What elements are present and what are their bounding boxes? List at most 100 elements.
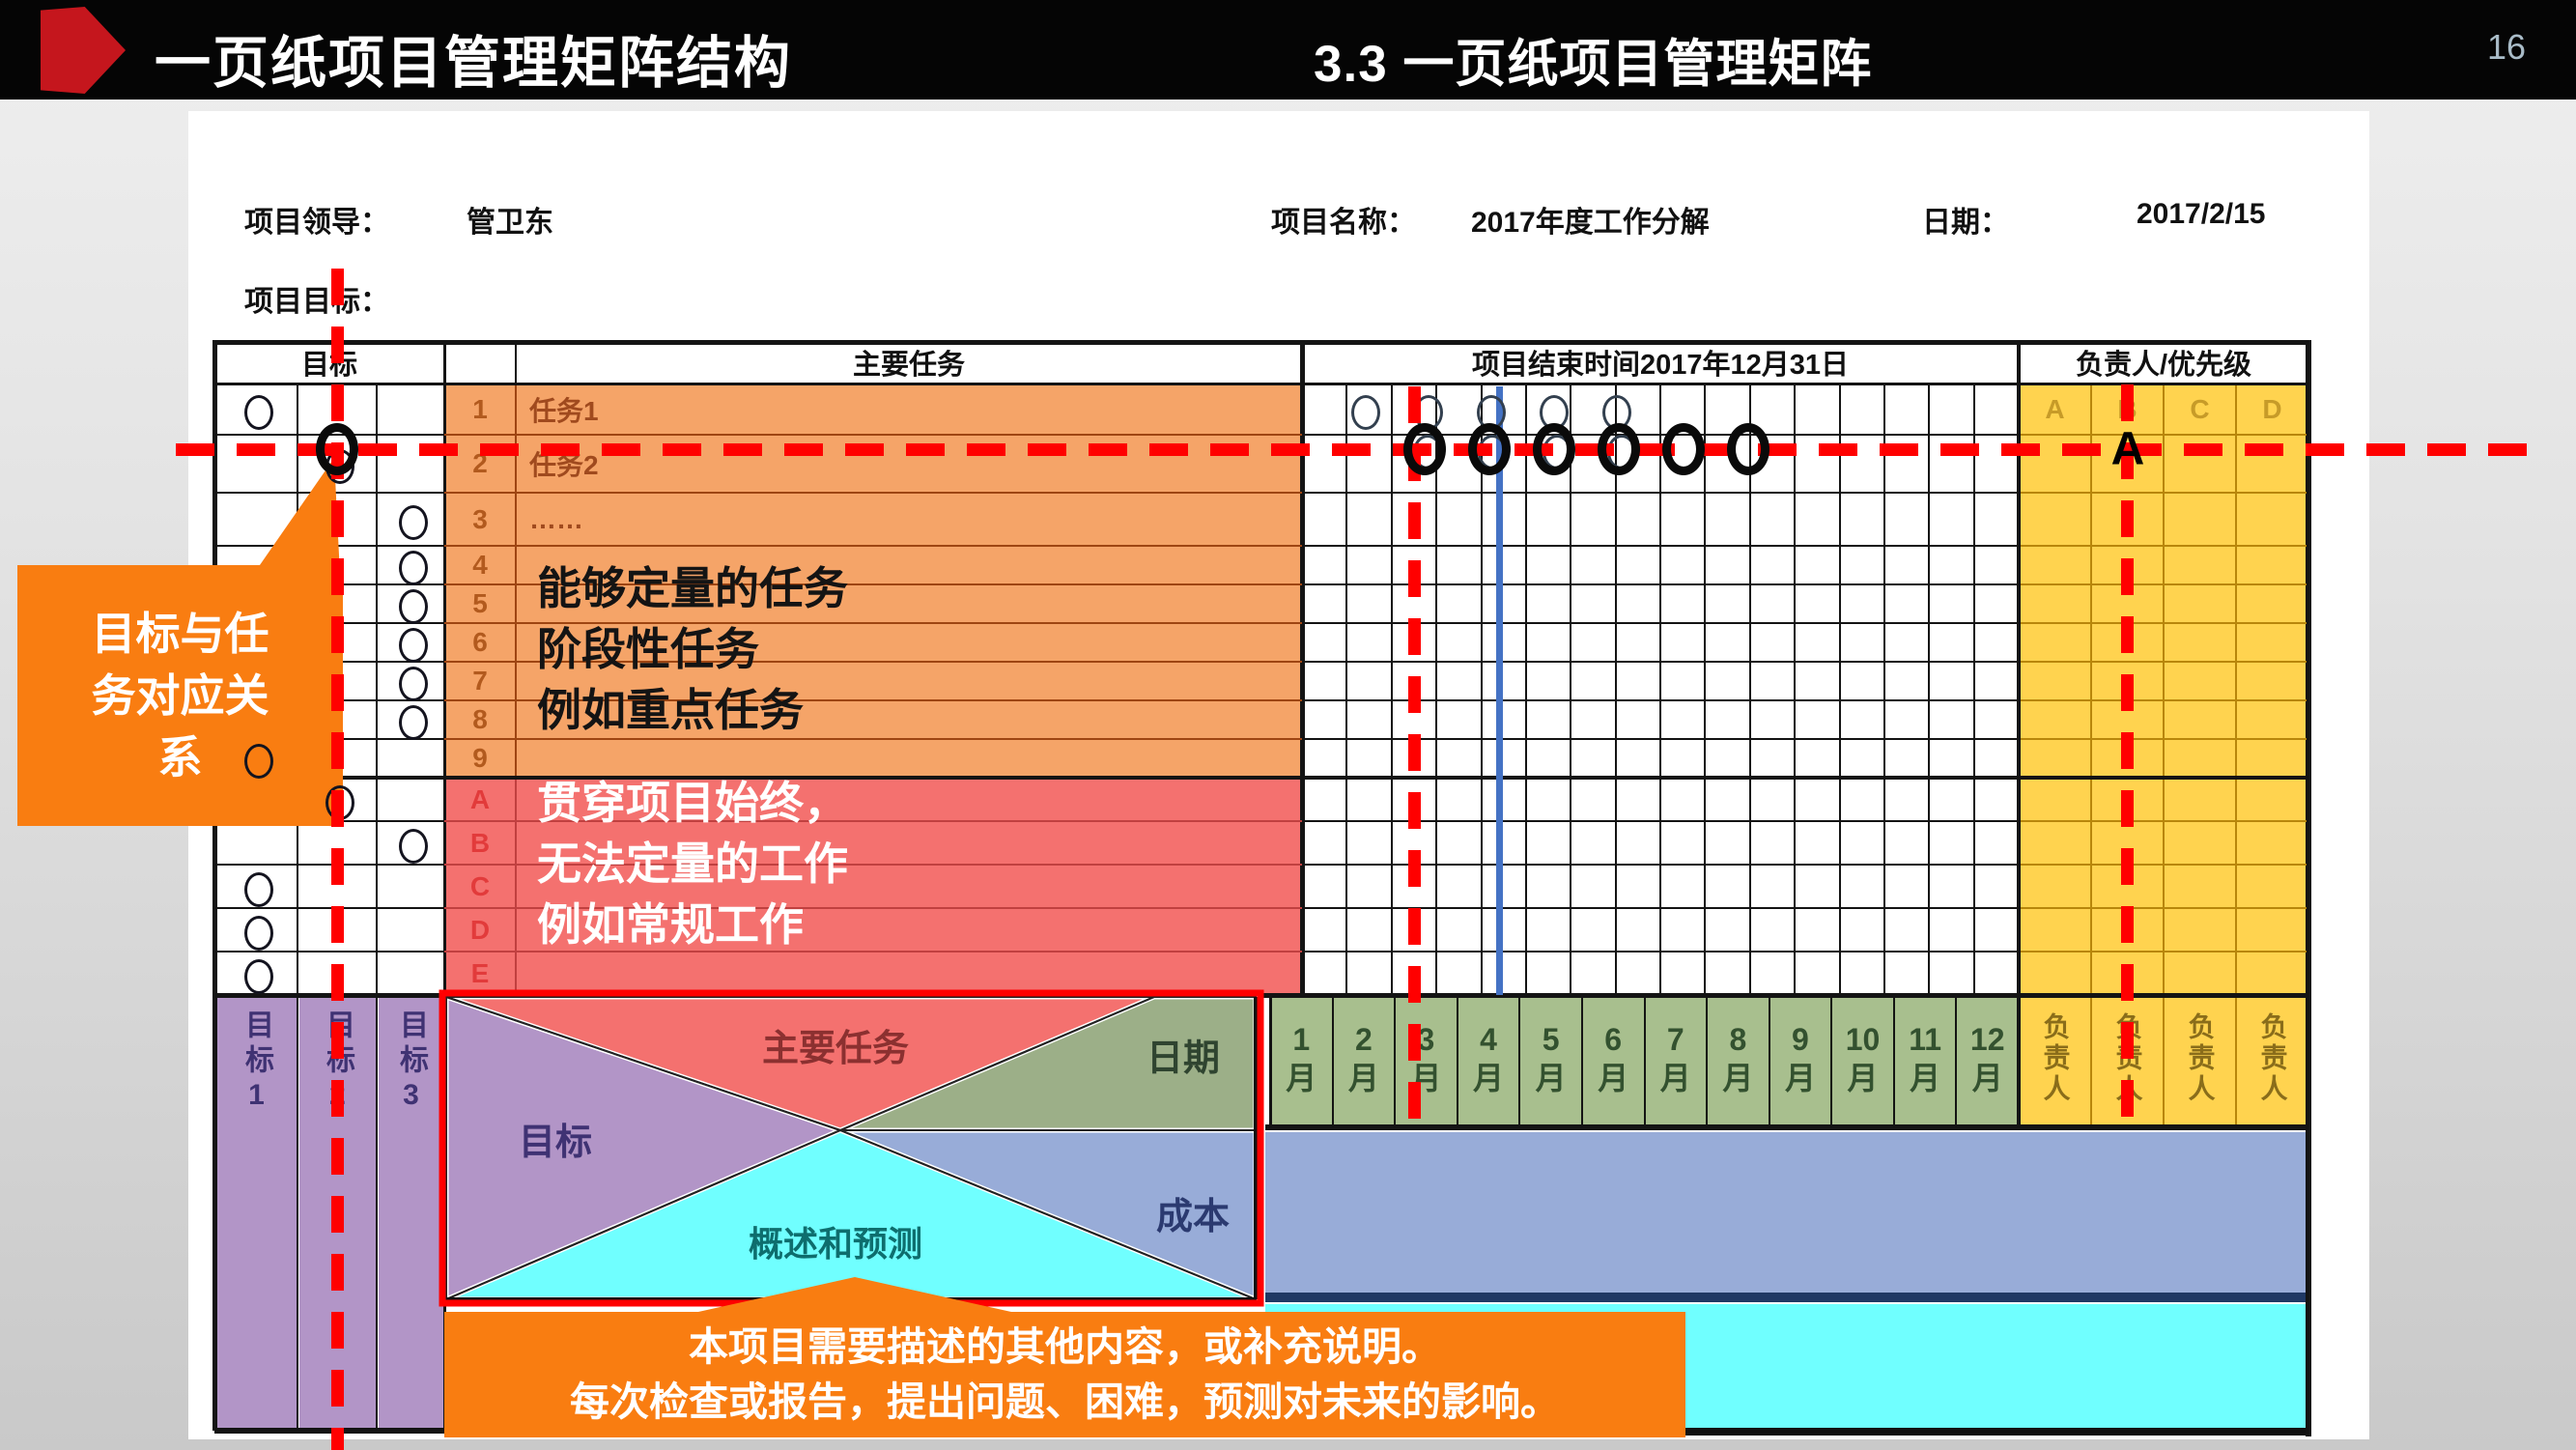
goal-column-label: 目标3 bbox=[395, 1009, 427, 1117]
grid-line-h bbox=[1302, 583, 2019, 585]
header-task: 主要任务 bbox=[852, 350, 966, 381]
grid-line-h bbox=[444, 622, 1302, 624]
grid-line-v bbox=[1456, 997, 1458, 1126]
owner-label: 负责人 bbox=[2257, 1012, 2288, 1105]
grid-line-v bbox=[2017, 340, 2021, 1128]
vertical-dashed-line-month bbox=[1408, 386, 1421, 1128]
emphasis-ring bbox=[1598, 423, 1640, 475]
grid-line-v bbox=[1882, 384, 1885, 995]
diagram-cost-label: 成本 bbox=[1156, 1197, 1230, 1237]
left-callout-line1: 目标与任 bbox=[91, 609, 269, 659]
note-quantifiable: 能够定量的任务 阶段性任务 例如重点任务 bbox=[537, 558, 848, 741]
row-letter: C bbox=[469, 870, 491, 901]
row-number: 9 bbox=[472, 743, 488, 773]
goal-columns-bottom-border bbox=[214, 1428, 446, 1434]
grid-line-v bbox=[1706, 997, 1709, 1126]
left-callout-line2: 务对应关 bbox=[91, 670, 269, 721]
grid-line-v bbox=[1643, 997, 1646, 1126]
grid-line-h bbox=[2021, 583, 2307, 585]
grid-line-h bbox=[2021, 699, 2307, 701]
date-value: 2017/2/15 bbox=[2137, 198, 2266, 230]
grid-line-h bbox=[444, 864, 1302, 866]
grid-line-h bbox=[444, 951, 1302, 952]
grid-line-h bbox=[444, 434, 1302, 436]
priority-header: C bbox=[2190, 394, 2210, 424]
grid-line-h bbox=[2021, 492, 2307, 494]
grid-line-v bbox=[2163, 384, 2165, 1126]
row-number: 8 bbox=[472, 704, 488, 734]
grid-line-h bbox=[444, 583, 1302, 585]
leader-value: 管卫东 bbox=[467, 207, 553, 239]
goal-mark-circle bbox=[244, 958, 273, 994]
month-label: 11 月 bbox=[1909, 1022, 1942, 1095]
diagram-overview-label: 概述和预测 bbox=[749, 1224, 922, 1264]
row-number: 1 bbox=[472, 394, 488, 424]
header-timeline: 项目结束时间2017年12月31日 bbox=[1471, 350, 1850, 381]
emphasis-ring bbox=[1533, 423, 1575, 475]
page-number: 16 bbox=[2487, 27, 2527, 67]
grid-line-v bbox=[442, 340, 446, 1431]
grid-line-v bbox=[1955, 997, 1958, 1126]
grid-line-v bbox=[212, 340, 217, 1431]
grid-line-v bbox=[1518, 997, 1521, 1126]
month-mark-circle bbox=[1350, 395, 1380, 430]
grid-line-v bbox=[515, 778, 517, 995]
owner-label: 负责人 bbox=[2040, 1012, 2071, 1105]
note-routine-line2: 无法定量的工作 bbox=[537, 839, 848, 889]
goal-label: 项目目标： bbox=[244, 286, 389, 318]
row-letter: B bbox=[469, 827, 491, 858]
grid-line-v bbox=[1570, 384, 1572, 995]
grid-line-h bbox=[214, 907, 444, 909]
grid-line-h bbox=[444, 545, 1302, 547]
grid-line-v bbox=[2235, 384, 2237, 1126]
grid-line-h bbox=[1302, 738, 2019, 740]
grid-line-v bbox=[1768, 997, 1770, 1126]
diagram-main-task-label: 主要任务 bbox=[762, 1029, 909, 1069]
row-letter: E bbox=[470, 957, 490, 988]
grid-line-v bbox=[515, 384, 517, 778]
grid-line-v bbox=[515, 340, 517, 384]
leader-label: 项目领导： bbox=[244, 207, 389, 239]
grid-line-h bbox=[2021, 434, 2307, 436]
project-value: 2017年度工作分解 bbox=[1471, 207, 1710, 239]
left-callout: 目标与任 务对应关 系 bbox=[17, 565, 343, 826]
note-quant-line3: 例如重点任务 bbox=[537, 685, 804, 735]
goal-mark-circle bbox=[399, 628, 428, 663]
grid-line-v bbox=[1524, 384, 1527, 995]
grid-line-h bbox=[2021, 545, 2307, 547]
slide-title: 一页纸项目管理矩阵结构 bbox=[155, 32, 793, 95]
goal-mark-circle bbox=[399, 551, 428, 585]
grid-line-v bbox=[1435, 384, 1438, 995]
grid-line-v bbox=[1331, 997, 1334, 1126]
routine-tasks-region bbox=[444, 778, 1302, 995]
row-number: 3 bbox=[472, 503, 488, 534]
grid-line-h bbox=[1302, 951, 2019, 952]
grid-line-v bbox=[1704, 384, 1707, 995]
grid-line-h bbox=[444, 661, 1302, 663]
grid-line-h bbox=[444, 820, 1302, 822]
date-label: 日期： bbox=[1922, 207, 2009, 239]
overview-band-border bbox=[1265, 1428, 2308, 1436]
grid-line-h bbox=[1302, 492, 2019, 494]
grid-line-v bbox=[1748, 384, 1751, 995]
month-label: 12 月 bbox=[1969, 1022, 2005, 1095]
month-label: 10 月 bbox=[1845, 1022, 1881, 1095]
row-number: 5 bbox=[472, 588, 488, 618]
grid-line-v bbox=[2090, 384, 2092, 1126]
grid-line-v bbox=[1580, 997, 1583, 1126]
grid-line-h bbox=[444, 738, 1302, 740]
months-bottom-border bbox=[1265, 1124, 2308, 1130]
priority-header: A bbox=[2045, 394, 2065, 424]
goal-mark-circle bbox=[399, 667, 428, 701]
row-number: 7 bbox=[472, 666, 488, 696]
emphasis-ring bbox=[1468, 423, 1511, 475]
grid-line-h bbox=[1302, 545, 2019, 547]
header-owner: 负责人/优先级 bbox=[2075, 350, 2252, 381]
goal-mark-circle bbox=[399, 828, 428, 864]
